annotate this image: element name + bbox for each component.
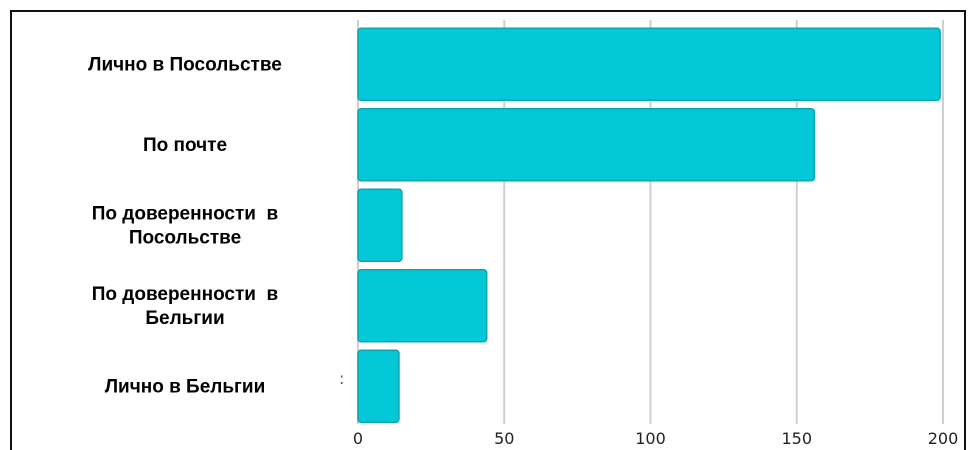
category-label: По почте <box>143 135 227 156</box>
category-label: По доверенности в Бельгии <box>92 284 278 329</box>
category-label-line: Лично в Бельгии <box>105 376 266 397</box>
category-label-line: По почте <box>143 135 227 156</box>
stray-mark: : <box>339 369 344 388</box>
bar <box>357 349 400 423</box>
bars <box>357 27 941 423</box>
category-label-line: Бельгии <box>145 308 224 329</box>
category-labels: Лично в Посольстве По почте По доверенност… <box>88 54 282 397</box>
category-label: Лично в Посольстве <box>88 54 282 75</box>
chart-frame <box>10 10 966 450</box>
category-label-line: Лично в Посольстве <box>88 54 282 75</box>
category-label-line: Посольстве <box>129 227 241 248</box>
bar <box>357 188 403 262</box>
bar <box>357 108 816 182</box>
x-axis-tick-labels: 0 50 100 150 200 <box>353 429 958 448</box>
x-tick-label: 0 <box>353 429 363 448</box>
category-label-line: По доверенности в <box>92 203 278 224</box>
x-tick-label: 150 <box>781 429 812 448</box>
bar <box>357 27 941 101</box>
x-tick-label: 50 <box>494 429 514 448</box>
category-label: Лично в Бельгии <box>105 376 266 397</box>
bar <box>357 269 488 343</box>
category-label-line: По доверенности в <box>92 284 278 305</box>
x-tick-label: 200 <box>928 429 959 448</box>
category-label: По доверенности в Посольстве <box>92 203 278 248</box>
x-tick-label: 100 <box>635 429 666 448</box>
